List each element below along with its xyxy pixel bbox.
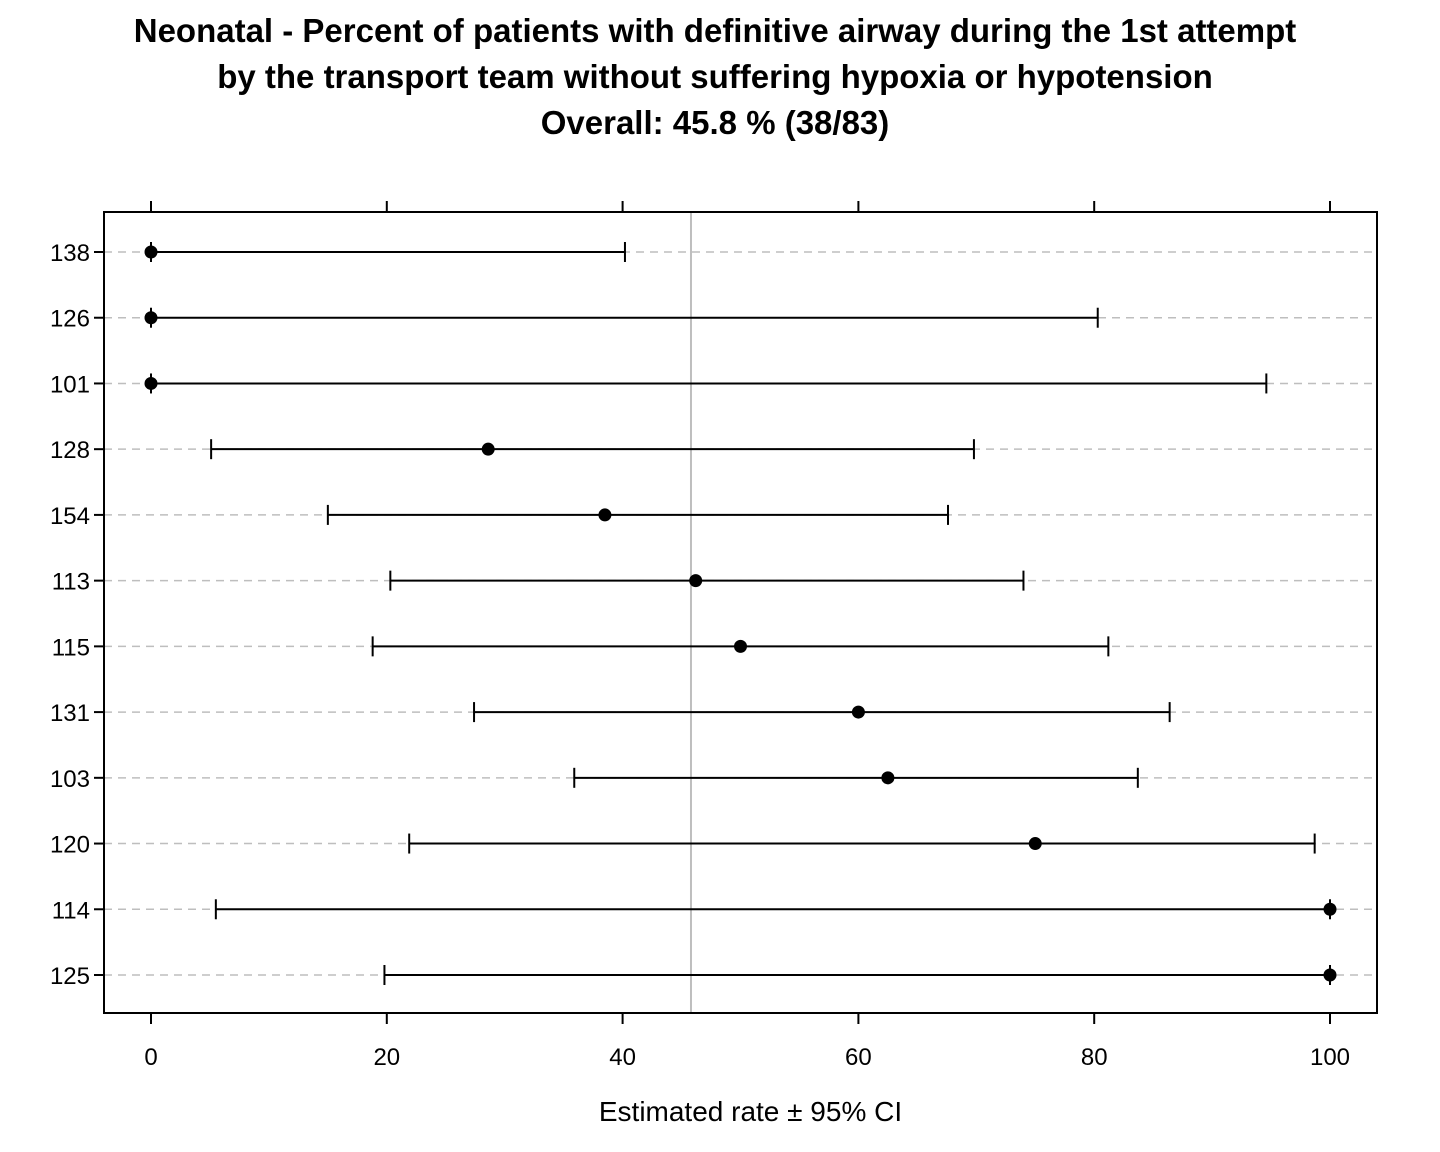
point-113 <box>689 574 703 588</box>
y-tick-label-125: 125 <box>50 963 90 990</box>
x-tick-label-0: 0 <box>144 1044 157 1071</box>
x-tick-label-100: 100 <box>1310 1044 1350 1071</box>
point-131 <box>851 705 865 719</box>
plot-frame <box>103 211 1378 1014</box>
point-138 <box>144 245 158 259</box>
point-101 <box>144 376 158 390</box>
title-line-3: Overall: 45.8 % (38/83) <box>540 104 890 141</box>
point-layer <box>144 245 1337 982</box>
point-120 <box>1028 837 1042 851</box>
point-154 <box>598 508 612 522</box>
axis-layer: 138 126 101 128 154 113 115 131 103 120 114 125 0 20 4… <box>50 201 1350 1071</box>
x-tick-label-80: 80 <box>1081 1044 1108 1071</box>
y-tick-label-128: 128 <box>50 437 90 464</box>
y-tick-label-101: 101 <box>50 371 90 398</box>
grid-layer <box>104 251 1377 976</box>
title-line-2: by the transport team without suffering … <box>217 58 1213 95</box>
x-axis-label: Estimated rate ± 95% CI <box>599 1096 902 1127</box>
y-tick-label-115: 115 <box>52 634 90 661</box>
y-tick-label-131: 131 <box>50 700 90 727</box>
point-115 <box>734 639 747 653</box>
y-tick-label-138: 138 <box>50 240 90 267</box>
title-line-1: Neonatal - Percent of patients with defi… <box>133 12 1297 49</box>
point-103 <box>881 771 895 785</box>
x-tick-label-40: 40 <box>609 1044 636 1071</box>
chart-title: Neonatal - Percent of patients with defi… <box>0 8 1430 146</box>
point-128 <box>481 442 495 456</box>
y-tick-label-126: 126 <box>50 306 90 333</box>
x-tick-label-20: 20 <box>373 1044 400 1071</box>
y-tick-label-120: 120 <box>50 832 90 859</box>
point-125 <box>1323 968 1337 982</box>
y-tick-label-114: 114 <box>52 897 90 924</box>
point-114 <box>1323 902 1337 916</box>
y-tick-label-103: 103 <box>50 766 90 793</box>
y-tick-label-154: 154 <box>50 503 90 530</box>
y-tick-label-113: 113 <box>52 569 90 596</box>
point-126 <box>144 311 158 325</box>
ci-layer <box>150 242 1331 985</box>
x-tick-label-60: 60 <box>845 1044 872 1071</box>
